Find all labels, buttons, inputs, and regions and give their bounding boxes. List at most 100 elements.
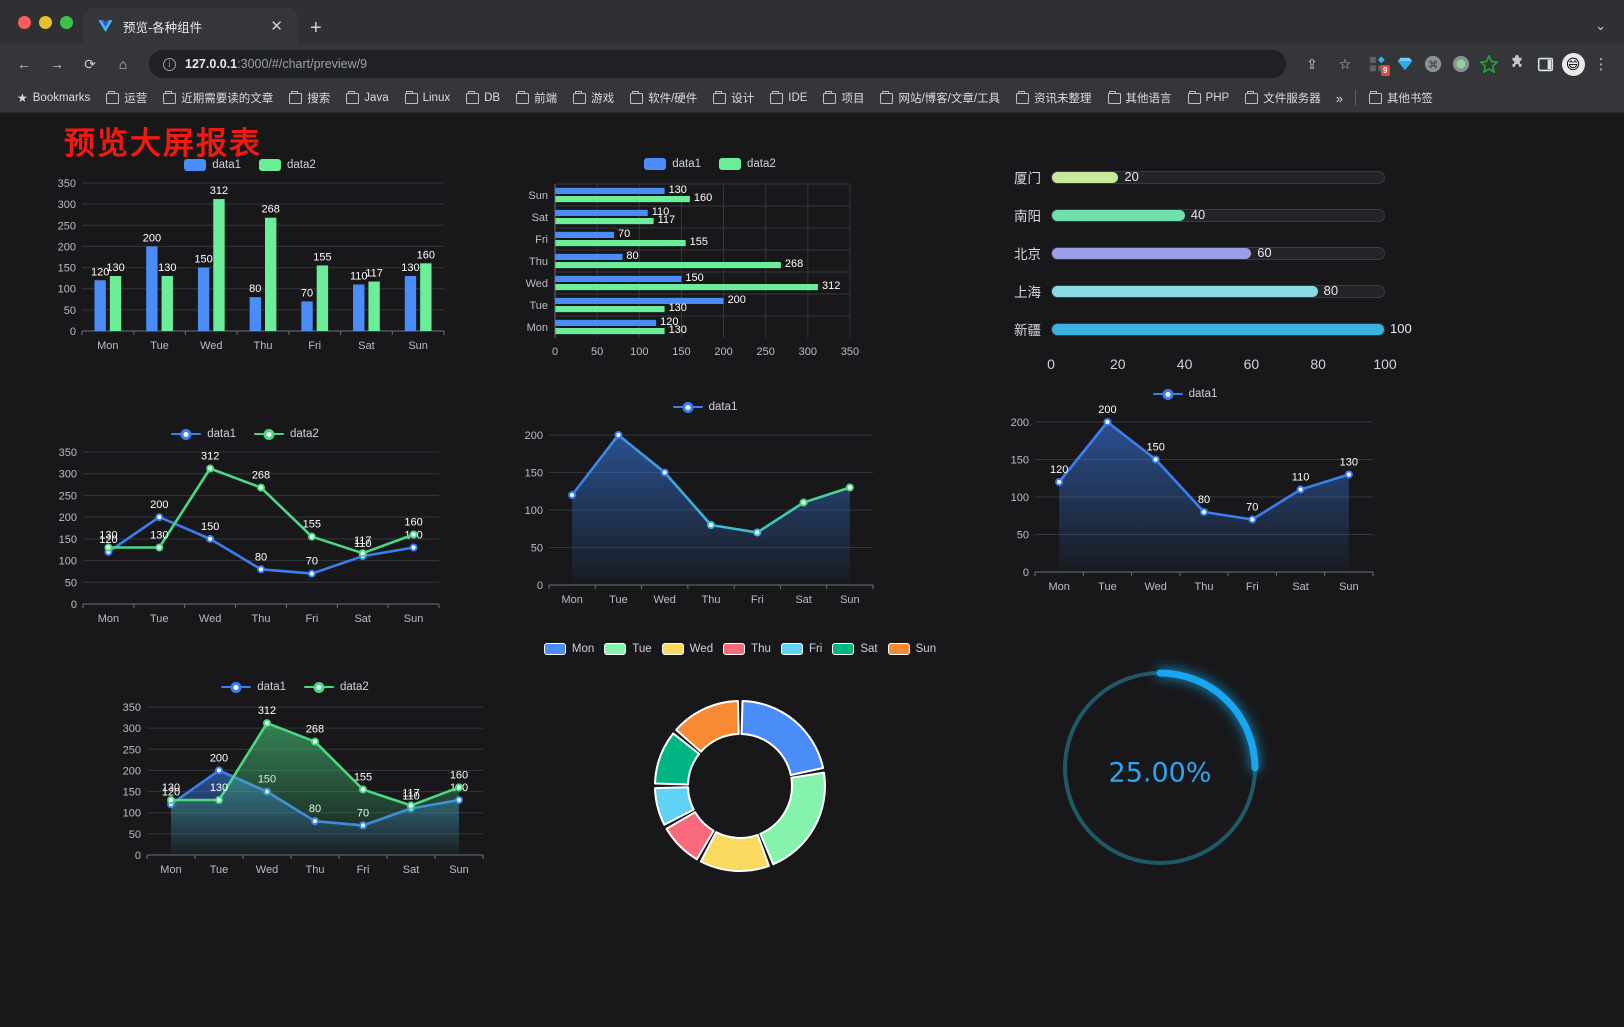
- axis-tick-label: 350: [123, 702, 141, 714]
- browser-menu-button[interactable]: ⋮: [1588, 51, 1614, 77]
- bookmark-folder-search[interactable]: 搜索: [282, 87, 337, 109]
- bookmark-folder-frontend[interactable]: 前端: [509, 87, 564, 109]
- other-bookmarks-item[interactable]: 其他书签: [1362, 87, 1440, 109]
- axis-tick-label: 300: [123, 723, 141, 735]
- progress-fill: [1052, 323, 1384, 335]
- axis-tick-label: Sat: [531, 212, 548, 224]
- puzzle-extensions-icon[interactable]: [1504, 51, 1530, 77]
- bar: [301, 301, 313, 331]
- legend-swatch: [604, 643, 627, 655]
- legend-item-wed[interactable]: Wed: [661, 643, 713, 655]
- chart-legend: data1 data2: [40, 159, 460, 171]
- axis-tick-label: Fri: [1246, 581, 1259, 593]
- maximize-window-button[interactable]: [60, 15, 73, 29]
- bookmark-folder-articles[interactable]: 近期需要读的文章: [156, 87, 280, 109]
- share-button[interactable]: ⇪: [1306, 55, 1318, 72]
- legend-item-data2[interactable]: data2: [719, 158, 776, 170]
- minimize-window-button[interactable]: [39, 15, 52, 29]
- legend-item-data1[interactable]: data1: [171, 428, 236, 440]
- bookmark-folder-games[interactable]: 游戏: [566, 87, 621, 109]
- bookmark-folder-linux[interactable]: Linux: [398, 89, 458, 107]
- legend-item-data2[interactable]: data2: [259, 159, 316, 171]
- data-label: 117: [402, 788, 420, 800]
- browser-tab[interactable]: 预览-各种组件 ✕: [83, 8, 298, 44]
- data-label: 160: [417, 249, 435, 261]
- axis-tick-label: 200: [1011, 417, 1029, 429]
- back-button[interactable]: ←: [17, 56, 31, 72]
- circle-extension-icon[interactable]: [1448, 51, 1474, 77]
- progress-row: 北京 60: [995, 234, 1385, 272]
- bookmark-folder-other-langs[interactable]: 其他语言: [1101, 87, 1179, 109]
- legend-label: data2: [290, 428, 319, 440]
- bookmark-folder-php[interactable]: PHP: [1181, 89, 1237, 107]
- data-label: 130: [1340, 457, 1358, 469]
- data-label: 70: [306, 556, 318, 568]
- forward-button[interactable]: →: [50, 56, 64, 72]
- axis-tick-label: 250: [59, 490, 77, 502]
- bookmarks-overflow-button[interactable]: »: [1335, 90, 1343, 106]
- address-bar[interactable]: i 127.0.0.1:3000/#/chart/preview/9: [149, 50, 1286, 78]
- star-extension-icon[interactable]: [1476, 51, 1502, 77]
- new-tab-button[interactable]: +: [310, 17, 322, 39]
- data-point: [753, 528, 762, 537]
- info-icon[interactable]: i: [163, 57, 176, 71]
- bookmark-folder-news[interactable]: 资讯未整理: [1009, 87, 1099, 109]
- bookmark-folder-projects[interactable]: 项目: [816, 87, 871, 109]
- bookmarks-manager-item[interactable]: ★ Bookmarks: [10, 88, 97, 108]
- axis-tick-label: Sun: [528, 190, 548, 202]
- home-button[interactable]: ⌂: [118, 56, 128, 72]
- data-point: [1248, 515, 1257, 524]
- legend-item-mon[interactable]: Mon: [543, 643, 594, 655]
- legend-item-thu[interactable]: Thu: [723, 643, 771, 655]
- bookmark-folder-java[interactable]: Java: [339, 89, 395, 107]
- bookmark-star-button[interactable]: ☆: [1338, 55, 1352, 72]
- data-label: 120: [162, 786, 180, 798]
- reload-button[interactable]: ⟳: [84, 55, 96, 72]
- legend-line: [1152, 388, 1183, 400]
- legend-item-data1[interactable]: data1: [672, 401, 737, 413]
- axis-tick-label: 0: [70, 326, 76, 338]
- data-point: [257, 565, 265, 574]
- data-label: 155: [313, 251, 331, 263]
- bookmark-folder-design[interactable]: 设计: [706, 87, 761, 109]
- grid-extension-icon[interactable]: 9: [1364, 51, 1390, 77]
- folder-icon: [1368, 90, 1382, 104]
- folder-icon: [770, 90, 784, 104]
- avatar[interactable]: 😄: [1560, 51, 1586, 77]
- data-point: [206, 534, 215, 543]
- chevron-down-icon[interactable]: ⌄: [1595, 18, 1606, 33]
- data-label: 155: [690, 236, 708, 248]
- legend-item-sun[interactable]: Sun: [887, 643, 936, 655]
- bar: [555, 297, 724, 304]
- legend-label: Thu: [751, 643, 771, 655]
- data-label: 200: [1098, 404, 1116, 416]
- legend-item-data2[interactable]: data2: [254, 428, 319, 440]
- legend-item-sat[interactable]: Sat: [832, 643, 878, 655]
- axis-tick-label: Sun: [404, 613, 424, 625]
- legend-item-fri[interactable]: Fri: [780, 643, 822, 655]
- diamond-extension-icon[interactable]: [1392, 51, 1418, 77]
- window-controls[interactable]: [12, 0, 83, 44]
- legend-item-data1[interactable]: data1: [1152, 388, 1217, 400]
- bookmark-folder-software[interactable]: 软件/硬件: [623, 87, 704, 109]
- folder-icon: [346, 90, 360, 104]
- legend-item-data2[interactable]: data2: [304, 681, 369, 693]
- legend-item-data1[interactable]: data1: [184, 159, 241, 171]
- data-label: 150: [201, 521, 219, 533]
- bookmark-folder-websites[interactable]: 网站/博客/文章/工具: [873, 87, 1007, 109]
- legend-item-data1[interactable]: data1: [221, 681, 286, 693]
- legend-item-data1[interactable]: data1: [644, 158, 701, 170]
- bookmark-folder-ide[interactable]: IDE: [763, 89, 814, 107]
- command-extension-icon[interactable]: ⌘: [1420, 51, 1446, 77]
- close-window-button[interactable]: [18, 15, 31, 29]
- close-tab-button[interactable]: ✕: [270, 17, 283, 35]
- sidepanel-icon[interactable]: [1532, 51, 1558, 77]
- axis-tick-label: Fri: [535, 234, 548, 246]
- bookmark-label: 资讯未整理: [1034, 93, 1092, 105]
- data-label: 130: [401, 262, 419, 274]
- bookmark-folder-yunying[interactable]: 运营: [99, 87, 154, 109]
- bookmark-folder-fileserver[interactable]: 文件服务器: [1238, 87, 1328, 109]
- bookmark-folder-db[interactable]: DB: [459, 89, 507, 107]
- progress-track: 100: [1051, 321, 1412, 336]
- legend-item-tue[interactable]: Tue: [604, 643, 652, 655]
